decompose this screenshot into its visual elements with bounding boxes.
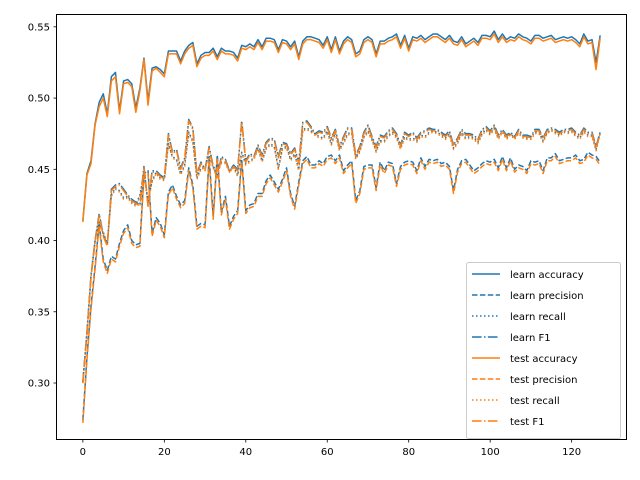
x-tick-label: 80 <box>402 447 415 458</box>
series-line-learn-precision <box>82 151 601 421</box>
legend-box <box>466 262 621 439</box>
x-tick-label: 40 <box>239 447 252 458</box>
x-tick-label: 0 <box>80 447 86 458</box>
x-tick-label: 120 <box>562 447 581 458</box>
plot-frame <box>56 14 627 440</box>
x-tick-label: 20 <box>158 447 171 458</box>
x-tick-label: 60 <box>321 447 334 458</box>
y-tick-label: 0.55 <box>28 22 50 33</box>
y-tick-label: 0.45 <box>28 165 50 176</box>
y-tick-label: 0.35 <box>28 307 50 318</box>
series-line-learn-f1 <box>82 118 601 382</box>
legend: learn accuracy learn precision learn recal… <box>466 262 621 439</box>
series-line-learn-accuracy <box>82 30 601 221</box>
legend-label: learn accuracy <box>510 270 584 281</box>
series-line-test-precision <box>82 154 601 423</box>
y-tick-label: 0.30 <box>28 379 50 390</box>
legend-label: test F1 <box>510 417 545 428</box>
y-tick-label: 0.40 <box>28 236 50 247</box>
series-line-test-f1 <box>82 120 601 384</box>
x-tick-label: 100 <box>481 447 500 458</box>
legend-label: learn recall <box>510 312 566 323</box>
series-layer <box>82 30 601 423</box>
y-axis: 0.30 0.35 0.40 0.45 0.50 0.55 <box>28 22 57 390</box>
legend-label: learn F1 <box>510 333 551 344</box>
y-tick-label: 0.50 <box>28 94 50 105</box>
x-axis: 0 20 40 60 80 100 120 <box>80 439 581 458</box>
legend-label: test precision <box>510 375 578 386</box>
legend-label: learn precision <box>510 291 584 302</box>
legend-label: test accuracy <box>510 354 578 365</box>
series-line-test-accuracy <box>82 33 601 223</box>
legend-label: test recall <box>510 396 560 407</box>
